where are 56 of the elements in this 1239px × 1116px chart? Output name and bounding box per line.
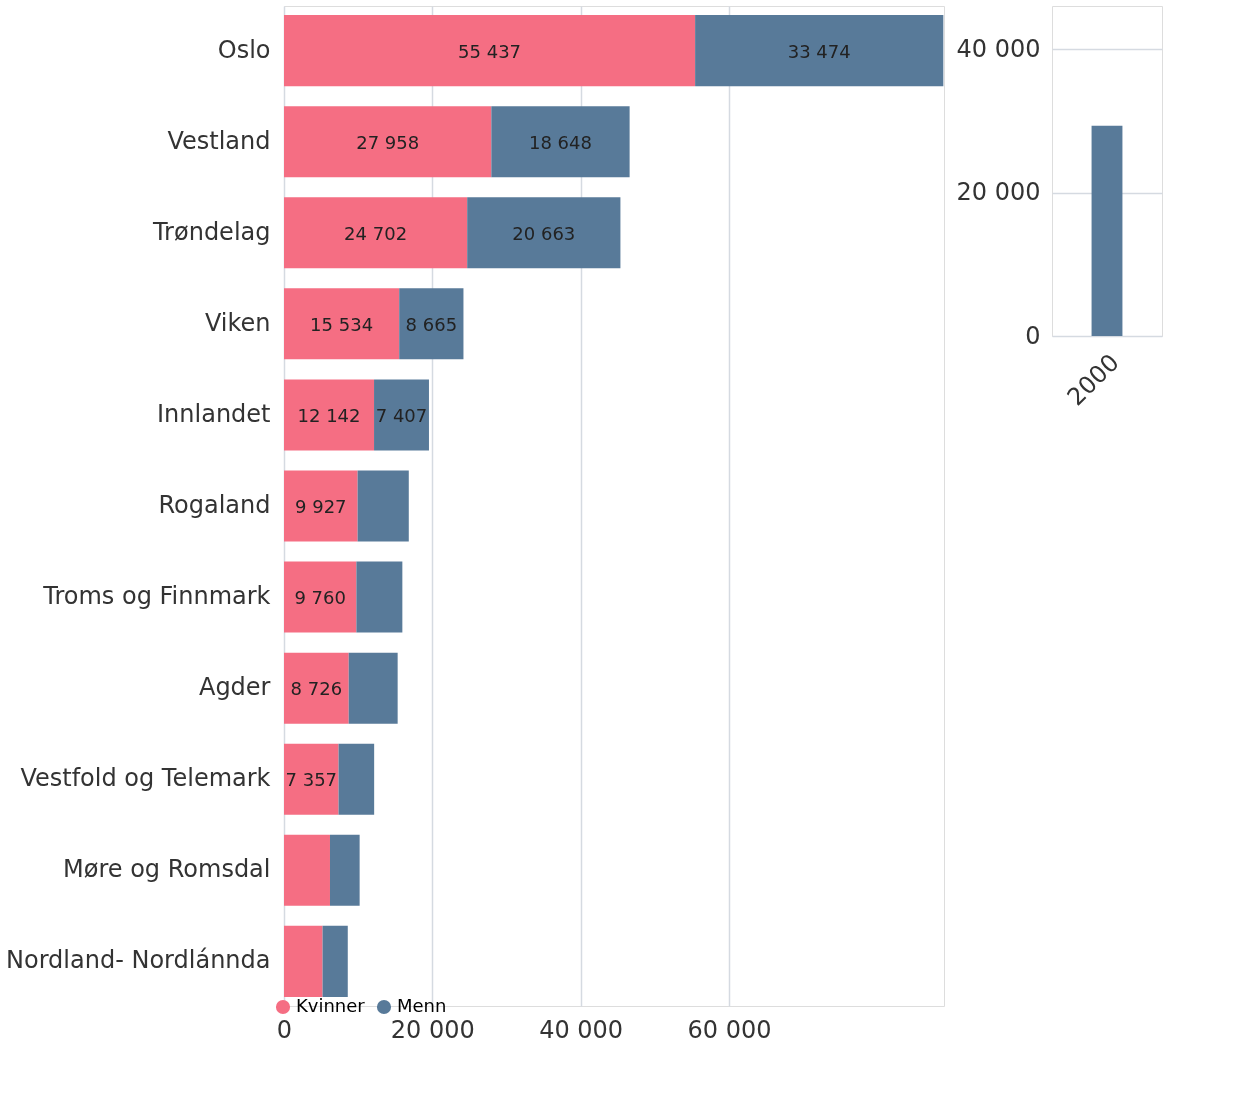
bar	[695, 15, 944, 87]
data-label: 7 357	[285, 769, 338, 791]
y-tick-label: Vestfold og Telemark	[20, 764, 271, 793]
y-tick-label: Rogaland	[158, 491, 271, 519]
bar	[284, 834, 330, 906]
y-tick-label: Oslo	[217, 35, 271, 64]
y-tick-label: 20 000	[956, 178, 1041, 207]
data-label: 18 648	[528, 131, 592, 153]
data-label: 7 407	[375, 404, 428, 426]
y-tick-label: Viken	[204, 308, 271, 337]
y-tick-label: 0	[1025, 321, 1041, 350]
x-tick-label: 40 000	[539, 1015, 624, 1044]
data-label: 20 663	[512, 222, 576, 244]
bar	[357, 470, 409, 542]
y-tick-label: Troms og Finnmark	[42, 582, 271, 611]
bar	[284, 288, 400, 360]
y-tick-label: Innlandet	[157, 399, 271, 428]
y-tick-label: Vestland	[167, 126, 271, 155]
bar	[284, 652, 349, 724]
legend-label: Menn	[397, 995, 447, 1016]
bar	[284, 379, 375, 451]
x-tick-label: 0	[276, 1015, 293, 1044]
x-tick-label: 60 000	[687, 1015, 772, 1044]
bar	[399, 288, 464, 360]
bar	[284, 197, 468, 269]
bar	[356, 561, 403, 633]
x-tick-label: 20 000	[390, 1015, 475, 1044]
bar	[329, 834, 360, 906]
legend-label: Kvinner	[296, 995, 366, 1016]
data-label: 15 534	[310, 313, 374, 335]
bar	[467, 197, 621, 269]
data-label: 55 437	[458, 40, 522, 62]
bar	[374, 379, 429, 451]
bar	[491, 106, 630, 178]
data-label: 8 665	[405, 313, 458, 335]
data-label: 33 474	[787, 40, 851, 62]
bar	[284, 561, 357, 633]
bar	[338, 743, 375, 815]
data-label: 27 958	[356, 131, 420, 153]
y-tick-label: Nordland- Nordlánnda	[6, 946, 271, 975]
y-tick-label: Møre og Romsdal	[63, 855, 271, 884]
data-label: 8 726	[290, 678, 343, 700]
y-tick-label: Trøndelag	[151, 217, 271, 246]
data-label: 24 702	[344, 222, 408, 244]
bar	[284, 925, 323, 997]
bar	[348, 652, 398, 724]
y-tick-label: 40 000	[956, 34, 1041, 63]
data-label: 9 760	[294, 587, 346, 609]
data-label: 12 142	[297, 404, 361, 426]
bar	[284, 470, 358, 542]
bar	[284, 15, 696, 87]
y-tick-label: Agder	[198, 673, 271, 702]
data-label: 9 927	[295, 496, 347, 517]
bar	[322, 925, 348, 997]
bar	[284, 106, 492, 178]
bar	[284, 743, 339, 815]
